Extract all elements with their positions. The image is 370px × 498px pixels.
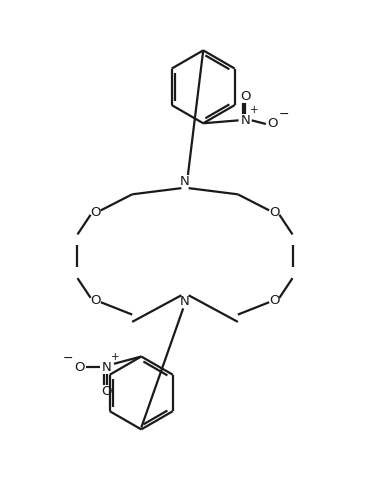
- Text: N: N: [102, 361, 111, 374]
- Text: +: +: [250, 105, 259, 115]
- Text: O: O: [269, 206, 280, 219]
- Text: O: O: [267, 118, 278, 130]
- Text: O: O: [269, 293, 280, 307]
- Text: N: N: [180, 295, 190, 308]
- Text: O: O: [90, 206, 101, 219]
- Text: O: O: [74, 361, 85, 374]
- Text: O: O: [90, 293, 101, 307]
- Text: −: −: [279, 109, 289, 122]
- Text: −: −: [63, 352, 73, 365]
- Text: O: O: [101, 384, 112, 397]
- Text: +: +: [111, 352, 120, 362]
- Text: N: N: [180, 175, 190, 188]
- Text: O: O: [240, 90, 250, 103]
- Text: N: N: [240, 114, 250, 127]
